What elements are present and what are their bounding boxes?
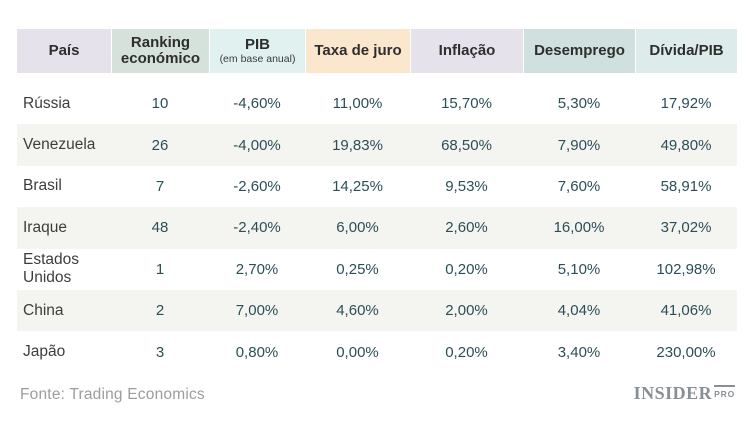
ranking-cell: 3 <box>155 343 165 361</box>
desemprego-cell: 7,60% <box>557 177 601 195</box>
desemprego-cell: 4,04% <box>557 302 601 320</box>
table-header-row: País Ranking económico PIB (em base anua… <box>17 29 737 73</box>
column-header-label: Taxa de juro <box>314 41 402 59</box>
country-cell: Brasil <box>23 177 62 195</box>
table-row-russia: Rússia 10 -4,60% 11,00% 15,70% 5,30% 17,… <box>17 83 737 124</box>
column-header-label: PIB <box>244 35 270 53</box>
table-body: Rússia 10 -4,60% 11,00% 15,70% 5,30% 17,… <box>17 83 737 373</box>
column-header-pais: País <box>17 29 111 73</box>
column-header-sublabel: (em base anual) <box>219 52 296 65</box>
inflacao-cell: 0,20% <box>445 343 488 361</box>
pib-cell: -4,00% <box>233 136 281 154</box>
divida-pib-cell: 49,80% <box>660 136 712 154</box>
divida-pib-cell: 102,98% <box>656 260 716 278</box>
taxa-juro-cell: 19,83% <box>332 136 383 154</box>
divida-pib-cell: 17,92% <box>660 95 712 113</box>
column-header-desemprego: Desemprego <box>523 29 635 73</box>
table-row-venezuela: Venezuela 26 -4,00% 19,83% 68,50% 7,90% … <box>17 124 737 166</box>
table-row-iraque: Iraque 48 -2,40% 6,00% 2,60% 16,00% 37,0… <box>17 207 737 249</box>
desemprego-cell: 16,00% <box>553 219 605 237</box>
taxa-juro-cell: 4,60% <box>336 302 379 320</box>
column-header-label: País <box>48 41 80 59</box>
column-header-label: Dívida/PIB <box>649 41 724 59</box>
column-header-inflacao: Inflação <box>410 29 523 73</box>
pib-cell: 0,80% <box>235 343 279 361</box>
table-row-japao: Japão 3 0,80% 0,00% 0,20% 3,40% 230,00% <box>17 331 737 372</box>
ranking-cell: 2 <box>155 302 165 320</box>
country-cell: Estados Unidos <box>23 251 80 287</box>
column-header-taxa-de-juro: Taxa de juro <box>305 29 410 73</box>
source-note: Fonte: Trading Economics <box>20 386 205 403</box>
taxa-juro-cell: 11,00% <box>332 95 383 113</box>
pib-cell: 7,00% <box>235 302 279 320</box>
desemprego-cell: 7,90% <box>557 136 601 154</box>
desemprego-cell: 5,30% <box>557 95 601 113</box>
column-header-divida-pib: Dívida/PIB <box>635 29 737 73</box>
column-header-label: Inflação <box>438 41 496 59</box>
pib-cell: -4,60% <box>233 95 281 113</box>
country-cell: China <box>23 301 64 319</box>
ranking-cell: 48 <box>151 219 169 237</box>
inflacao-cell: 9,53% <box>445 177 488 195</box>
column-header-label: Ranking económico <box>120 33 201 67</box>
footer: Fonte: Trading Economics INSIDER PRO <box>20 383 735 404</box>
inflacao-cell: 2,00% <box>445 302 488 320</box>
logo-wordmark: INSIDER <box>633 383 713 403</box>
taxa-juro-cell: 14,25% <box>332 177 383 195</box>
table-row-brasil: Brasil 7 -2,60% 14,25% 9,53% 7,60% 58,91… <box>17 166 737 207</box>
divida-pib-cell: 58,91% <box>660 177 712 195</box>
economic-table: País Ranking económico PIB (em base anua… <box>17 29 737 373</box>
column-header-ranking: Ranking económico <box>111 29 209 73</box>
desemprego-cell: 5,10% <box>557 260 601 278</box>
logo-pro-suffix: PRO <box>714 385 735 399</box>
country-cell: Rússia <box>23 94 71 112</box>
table-row-estados-unidos: Estados Unidos 1 2,70% 0,25% 0,20% 5,10%… <box>17 249 737 290</box>
divida-pib-cell: 37,02% <box>660 219 712 237</box>
ranking-cell: 7 <box>155 177 165 195</box>
ranking-cell: 26 <box>151 136 169 154</box>
pib-cell: -2,40% <box>233 219 281 237</box>
ranking-cell: 10 <box>151 95 169 113</box>
taxa-juro-cell: 0,25% <box>336 260 379 278</box>
taxa-juro-cell: 6,00% <box>336 219 379 237</box>
ranking-cell: 1 <box>155 260 165 278</box>
inflacao-cell: 2,60% <box>445 219 488 237</box>
inflacao-cell: 15,70% <box>441 95 492 113</box>
column-header-pib: PIB (em base anual) <box>209 29 305 73</box>
inflacao-cell: 0,20% <box>445 260 488 278</box>
column-header-label: Desemprego <box>534 41 625 59</box>
country-cell: Iraque <box>23 218 67 236</box>
pib-cell: -2,60% <box>233 177 281 195</box>
divida-pib-cell: 41,06% <box>660 302 712 320</box>
divida-pib-cell: 230,00% <box>656 343 716 361</box>
taxa-juro-cell: 0,00% <box>336 343 379 361</box>
pib-cell: 2,70% <box>235 260 279 278</box>
table-row-china: China 2 7,00% 4,60% 2,00% 4,04% 41,06% <box>17 289 737 332</box>
desemprego-cell: 3,40% <box>557 343 601 361</box>
country-cell: Japão <box>23 343 66 361</box>
insiderpro-logo: INSIDER PRO <box>634 383 735 404</box>
inflacao-cell: 68,50% <box>441 136 492 154</box>
country-cell: Venezuela <box>23 136 96 154</box>
